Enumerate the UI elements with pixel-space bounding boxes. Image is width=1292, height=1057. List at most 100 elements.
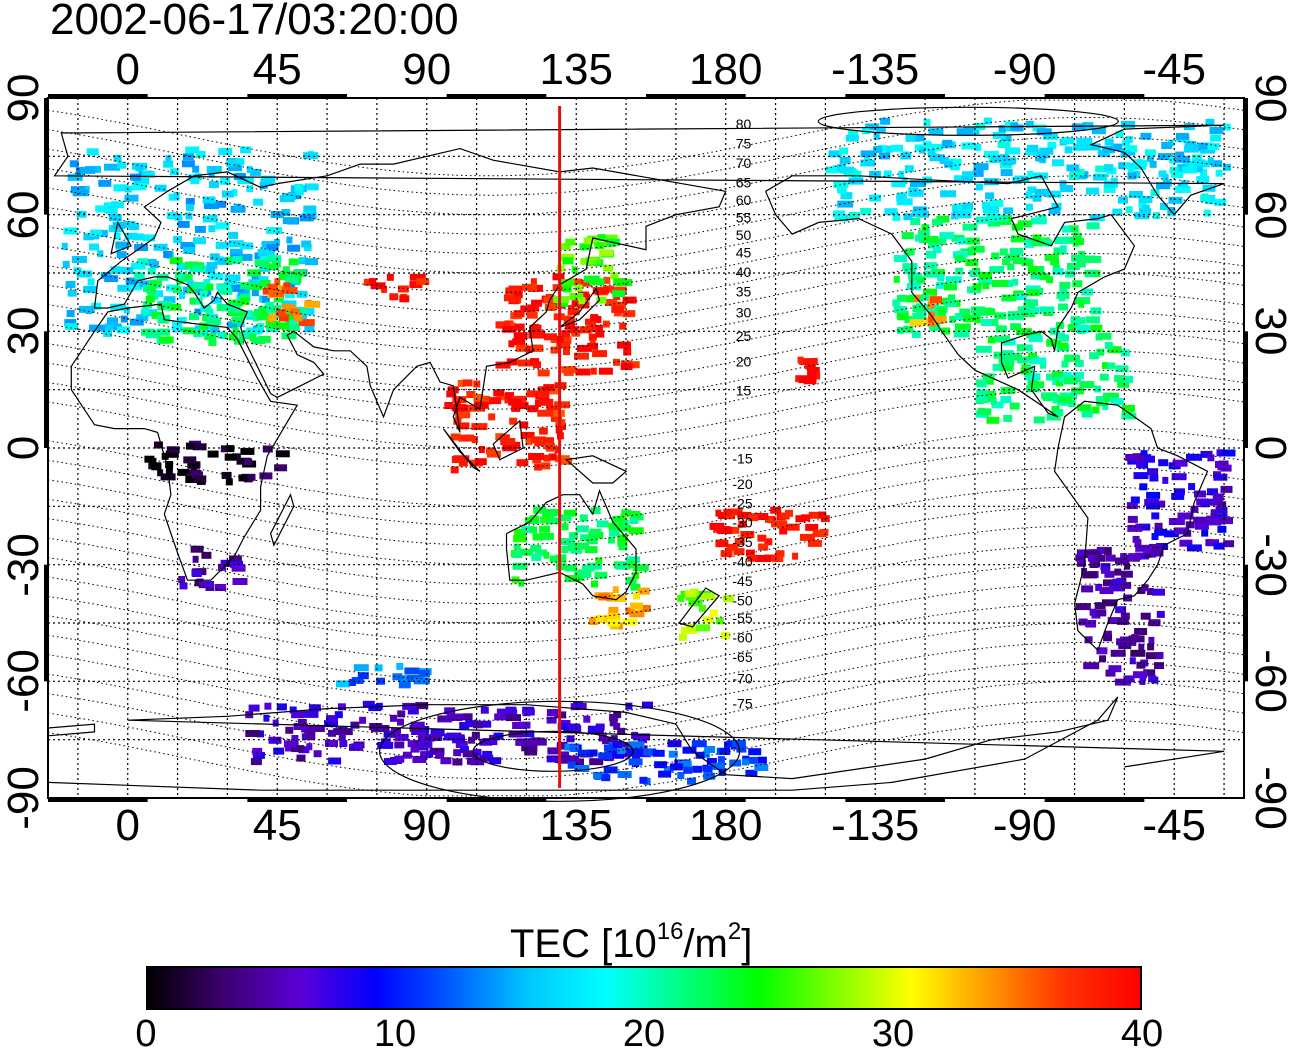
tec-cell — [298, 319, 315, 327]
tec-cell — [287, 319, 299, 327]
tec-cell — [603, 276, 611, 284]
tec-cell — [560, 514, 572, 522]
tec-cell — [942, 139, 953, 147]
tec-cell — [848, 212, 860, 219]
tec-cell — [652, 749, 665, 757]
tec-cell — [1143, 669, 1156, 677]
tec-cell — [771, 520, 788, 528]
tec-cell — [632, 564, 649, 572]
mlat-contour — [47, 233, 1245, 313]
tec-cell — [884, 208, 898, 216]
tec-cell — [1196, 176, 1210, 184]
tec-cell — [157, 469, 164, 477]
tec-cell — [1147, 643, 1155, 651]
tec-cell — [232, 578, 248, 585]
tec-cell — [949, 163, 960, 171]
tec-cell — [1154, 662, 1164, 670]
tec-cell — [394, 755, 405, 763]
tec-cell — [953, 330, 970, 338]
tec-cell — [1024, 373, 1041, 381]
tec-cell — [1078, 250, 1086, 258]
tec-cell — [638, 736, 648, 744]
tec-cell — [972, 283, 982, 291]
tec-cell — [146, 286, 157, 294]
tec-cell — [154, 184, 167, 192]
tec-cell — [1102, 392, 1119, 400]
tec-cell — [919, 146, 926, 154]
tec-cell — [667, 740, 682, 748]
tec-cell — [232, 327, 239, 335]
tec-cell — [1024, 299, 1038, 307]
tec-cell — [462, 379, 473, 387]
tec-cell — [929, 324, 941, 331]
tec-cell — [1104, 570, 1115, 578]
tec-cell — [268, 736, 282, 744]
bottom-lon-tick-label: 135 — [539, 801, 613, 850]
tec-cell — [1104, 342, 1113, 349]
tec-cell — [909, 189, 924, 197]
tec-cell — [560, 751, 570, 759]
tec-cell — [633, 745, 648, 753]
tec-cell — [473, 748, 482, 756]
tec-cell — [575, 758, 584, 766]
tec-cell — [543, 296, 555, 304]
tec-cell — [529, 737, 545, 745]
mlat-contour — [47, 214, 1245, 293]
tec-cell — [561, 330, 571, 338]
tec-cell — [237, 289, 250, 297]
tec-cell — [257, 323, 264, 331]
tec-cell — [998, 125, 1006, 132]
tec-cell — [625, 556, 640, 564]
tec-cell — [185, 146, 200, 154]
tec-cell — [173, 192, 180, 199]
tec-cell — [949, 316, 956, 323]
tec-cell — [198, 581, 205, 589]
tec-cell — [637, 587, 650, 595]
tec-cell — [617, 771, 632, 778]
tec-cell — [1140, 612, 1151, 620]
tec-cell — [1152, 588, 1165, 596]
tec-cell — [1095, 554, 1106, 562]
tec-cell — [1125, 206, 1133, 214]
tec-cell — [284, 276, 299, 284]
tec-cell — [799, 358, 815, 366]
tec-cell — [608, 529, 620, 537]
tec-cell — [1099, 587, 1114, 595]
tec-cell — [905, 248, 915, 256]
tec-cell — [628, 758, 643, 766]
tec-cell — [544, 304, 556, 311]
tec-cell — [902, 263, 918, 271]
tec-cell — [1135, 552, 1150, 560]
tec-cell — [720, 550, 733, 558]
contour-label: -55 — [732, 610, 752, 626]
tec-cell — [893, 255, 907, 262]
tec-cell — [1084, 143, 1101, 151]
tec-cell — [210, 296, 222, 304]
tec-cell — [165, 155, 172, 163]
tec-cell — [901, 232, 914, 240]
tec-cell — [448, 714, 463, 721]
tec-cell — [1026, 385, 1040, 393]
tec-cell — [797, 356, 804, 364]
tec-cell — [1055, 332, 1065, 340]
tec-cell — [948, 294, 955, 302]
tec-cell — [629, 517, 639, 524]
top-lon-tick-label: 45 — [252, 45, 302, 94]
tec-cell — [731, 739, 746, 747]
tec-cell — [472, 754, 479, 762]
tec-cell — [370, 725, 381, 733]
tec-cell — [779, 527, 788, 535]
mlat-contour — [47, 467, 1245, 546]
mlat-contour — [47, 622, 1245, 702]
tec-cell — [1105, 669, 1116, 677]
tec-cell — [66, 310, 75, 317]
tec-cell — [590, 314, 599, 322]
tec-cell — [1015, 311, 1024, 319]
tec-cell — [240, 447, 255, 455]
tec-cell — [1068, 173, 1079, 181]
tec-cell — [808, 511, 824, 519]
tec-cell — [177, 220, 190, 228]
tec-cell — [240, 282, 252, 290]
tec-cell — [1169, 156, 1177, 164]
tec-cell — [1205, 498, 1219, 506]
